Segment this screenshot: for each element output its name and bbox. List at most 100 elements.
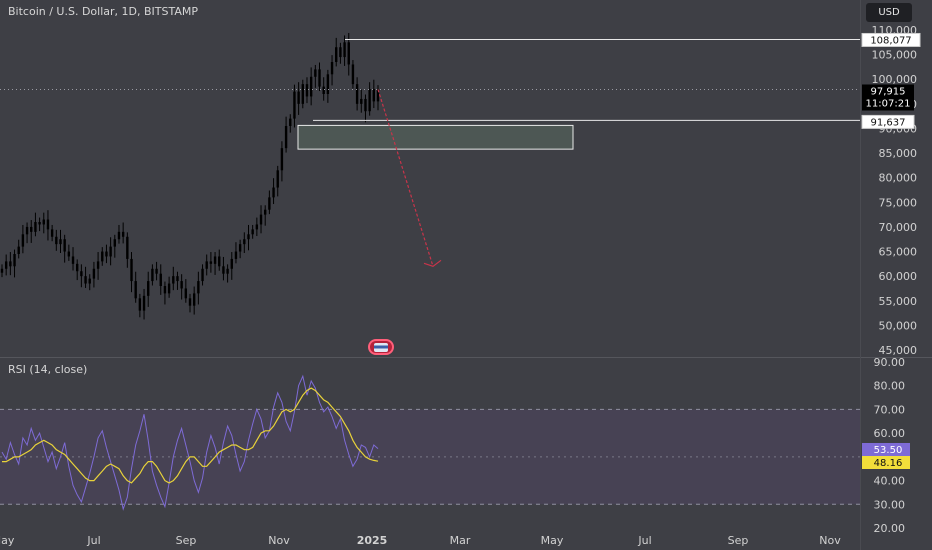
candle-body bbox=[301, 84, 304, 104]
candle-body bbox=[309, 76, 313, 97]
rsi-value-label-bg bbox=[862, 443, 910, 456]
candle-body bbox=[351, 64, 355, 85]
candle-body bbox=[71, 256, 75, 264]
candle-body bbox=[297, 91, 300, 104]
candle-body bbox=[259, 214, 263, 225]
current-price-value: 97,915 bbox=[871, 86, 906, 97]
candlestick-series[interactable] bbox=[0, 32, 380, 320]
candle-body bbox=[368, 89, 371, 112]
candle-body bbox=[318, 69, 321, 87]
candle-body bbox=[272, 187, 275, 198]
candle-body bbox=[251, 229, 254, 235]
candle-body bbox=[151, 268, 154, 282]
price-tick-label: 105,000 bbox=[872, 49, 918, 62]
candle-body bbox=[109, 246, 112, 257]
candle-body bbox=[376, 89, 380, 102]
candle-body bbox=[167, 283, 171, 294]
candle-body bbox=[355, 84, 359, 104]
price-axis[interactable]: 110,000105,000100,00095,00090,00085,0008… bbox=[872, 24, 918, 357]
candle-body bbox=[126, 236, 129, 259]
candle-body bbox=[322, 86, 325, 94]
candle-body bbox=[201, 268, 204, 282]
candle-body bbox=[314, 69, 317, 77]
candle-body bbox=[34, 222, 37, 232]
candle-body bbox=[213, 256, 217, 264]
candle-body bbox=[46, 219, 50, 230]
candle-body bbox=[238, 244, 242, 252]
price-tick-label: 50,000 bbox=[879, 319, 918, 332]
price-pane[interactable] bbox=[0, 0, 860, 357]
time-tick-label: Mar bbox=[450, 534, 471, 547]
candle-body bbox=[134, 281, 137, 299]
candle-body bbox=[17, 246, 20, 254]
price-tick-label: 85,000 bbox=[879, 147, 918, 160]
candle-body bbox=[21, 234, 25, 247]
price-tick-label: 75,000 bbox=[879, 196, 918, 209]
us-flag-event-icon[interactable] bbox=[368, 339, 394, 355]
candle-body bbox=[305, 84, 309, 97]
projection-arrow[interactable] bbox=[377, 89, 442, 267]
price-tick-label: 45,000 bbox=[879, 344, 918, 357]
rsi-series[interactable] bbox=[1, 374, 379, 511]
price-tick-label: 80,000 bbox=[879, 172, 918, 185]
candle-body bbox=[289, 118, 292, 126]
support-level-label-bg bbox=[861, 114, 915, 129]
candle-body bbox=[163, 286, 167, 294]
currency-button[interactable]: USD bbox=[866, 3, 912, 22]
rsi-value-text: 53.50 bbox=[874, 445, 903, 456]
rsi-tick-label: 40.00 bbox=[874, 475, 906, 488]
candle-body bbox=[42, 219, 45, 225]
candle-body bbox=[142, 295, 146, 311]
time-tick-label: Sep bbox=[176, 534, 197, 547]
candle-body bbox=[243, 239, 246, 245]
time-tick-label: Jul bbox=[86, 534, 100, 547]
price-tick-label: 60,000 bbox=[879, 270, 918, 283]
rsi-line bbox=[1, 374, 379, 511]
rsi-value-label: 53.50 bbox=[862, 443, 910, 456]
projection-arrow-line[interactable] bbox=[377, 89, 434, 267]
candle-body bbox=[117, 231, 121, 240]
rsi-tick-label: 70.00 bbox=[874, 403, 906, 416]
candle-body bbox=[67, 251, 71, 257]
candle-body bbox=[293, 91, 296, 119]
candle-body bbox=[38, 222, 41, 225]
candle-body bbox=[101, 251, 104, 262]
candle-body bbox=[147, 281, 150, 296]
bar-countdown: 11:07:21 bbox=[866, 98, 911, 109]
candle-body bbox=[268, 197, 271, 210]
candle-body bbox=[92, 268, 96, 279]
candle-body bbox=[159, 273, 162, 286]
candle-body bbox=[347, 42, 350, 65]
candle-body bbox=[180, 281, 183, 289]
candle-body bbox=[335, 47, 338, 62]
demand-zone-rectangle[interactable] bbox=[297, 124, 574, 150]
current-price-label: 97,915 11:07:21 bbox=[862, 84, 914, 111]
projection-arrow-head[interactable] bbox=[423, 259, 442, 267]
candle-body bbox=[218, 256, 221, 267]
rsi-ma-label-bg bbox=[862, 456, 910, 469]
candle-body bbox=[105, 251, 108, 257]
time-tick-label: Nov bbox=[819, 534, 841, 547]
candle-body bbox=[113, 239, 116, 247]
candle-body bbox=[276, 170, 279, 188]
candle-body bbox=[360, 98, 363, 104]
candle-body bbox=[55, 236, 58, 245]
rsi-tick-label: 90.00 bbox=[874, 356, 906, 369]
rsi-tick-label: 20.00 bbox=[874, 522, 906, 535]
candle-body bbox=[80, 271, 83, 277]
symbol-title[interactable]: Bitcoin / U.S. Dollar, 1D, BITSTAMP bbox=[8, 5, 198, 18]
rsi-indicator-title[interactable]: RSI (14, close) bbox=[8, 363, 88, 376]
high-level-label-text: 108,077 bbox=[870, 35, 911, 46]
candle-body bbox=[339, 47, 342, 58]
candle-body bbox=[222, 266, 225, 274]
candle-body bbox=[247, 234, 250, 240]
candle-body bbox=[155, 268, 158, 274]
time-tick-label: Jul bbox=[637, 534, 651, 547]
current-price-label-bg bbox=[862, 84, 914, 111]
candle-body bbox=[0, 268, 4, 273]
candle-body bbox=[50, 229, 54, 237]
candle-body bbox=[88, 278, 91, 284]
time-axis[interactable]: May Jul Sep Nov 2025 Mar May Jul Sep Nov bbox=[0, 534, 841, 547]
